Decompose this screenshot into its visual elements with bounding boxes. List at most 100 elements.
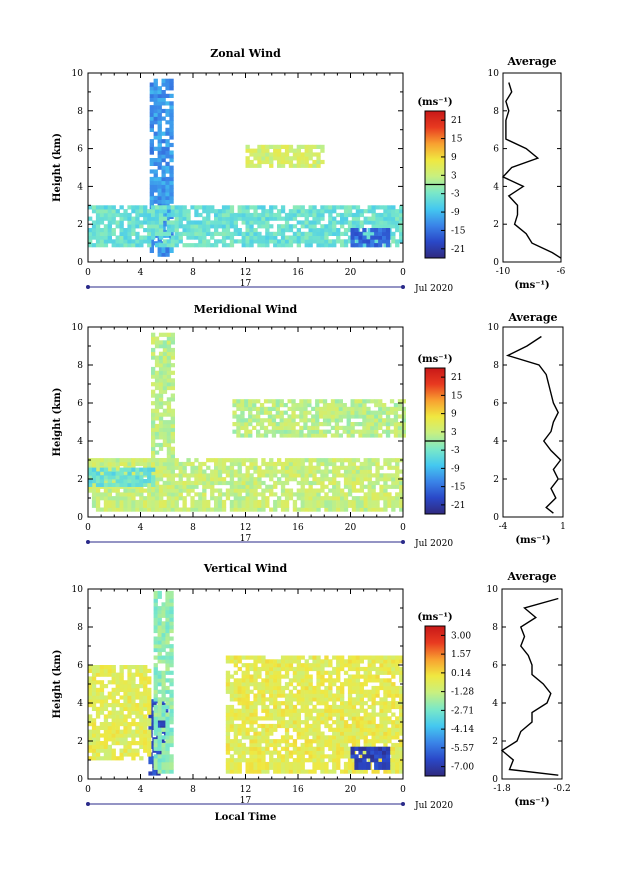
- heatmap-cell: [320, 231, 325, 236]
- heatmap-cell: [158, 344, 164, 349]
- heatmap-cell: [312, 159, 317, 165]
- heatmap-cell: [336, 239, 341, 244]
- heatmap-cell: [367, 499, 372, 505]
- heatmap-cell: [157, 727, 162, 732]
- heatmap-cell: [284, 670, 290, 675]
- heatmap-cell: [153, 628, 158, 634]
- heatmap-cell: [350, 750, 355, 755]
- heatmap-cell: [395, 731, 400, 736]
- heatmap-cell: [277, 689, 282, 694]
- heatmap-cell: [148, 760, 153, 765]
- heatmap-cell: [166, 336, 172, 341]
- heatmap-cell: [165, 606, 170, 611]
- heatmap-cell: [151, 347, 156, 353]
- heatmap-cell: [359, 731, 364, 736]
- heatmap-cell: [391, 723, 396, 729]
- heatmap-cell: [336, 697, 341, 702]
- heatmap-cell: [359, 689, 364, 694]
- heatmap-cell: [154, 461, 160, 467]
- heatmap-cell: [115, 479, 120, 484]
- heatmap-cell: [347, 761, 353, 767]
- heatmap-cell: [147, 676, 152, 681]
- average-x-tick-label: -4: [499, 522, 508, 532]
- heatmap-cell: [273, 492, 278, 497]
- heatmap-cell: [252, 406, 257, 411]
- heatmap-cell: [284, 480, 290, 486]
- heatmap-cell: [229, 205, 235, 210]
- heatmap-cell: [225, 720, 231, 725]
- heatmap-cell: [312, 765, 317, 770]
- heatmap-cell: [135, 722, 140, 727]
- heatmap-cell: [158, 420, 164, 425]
- heatmap-cell: [292, 659, 298, 664]
- heatmap-cell: [161, 82, 166, 87]
- heatmap-cell: [383, 670, 388, 675]
- heatmap-cell: [131, 741, 136, 746]
- heatmap-cell: [174, 480, 179, 486]
- heatmap-cell: [157, 708, 162, 713]
- heatmap-cell: [332, 503, 337, 508]
- heatmap-cell: [123, 228, 128, 233]
- heatmap-cell: [280, 235, 286, 240]
- heatmap-cell: [178, 239, 183, 244]
- heatmap-cell: [383, 685, 388, 691]
- heatmap-cell: [233, 693, 238, 698]
- heatmap-cell: [186, 461, 191, 467]
- heatmap-cell: [300, 492, 305, 497]
- heatmap-cell: [328, 735, 333, 740]
- heatmap-cell: [292, 477, 298, 482]
- heatmap-cell: [202, 496, 207, 501]
- heatmap-cell: [375, 503, 380, 508]
- heatmap-cell: [382, 754, 387, 759]
- heatmap-cell: [391, 742, 396, 748]
- heatmap-cell: [324, 231, 329, 236]
- heatmap-cell: [304, 239, 309, 244]
- heatmap-cell: [103, 482, 109, 487]
- heatmap-cell: [139, 482, 144, 487]
- heatmap-cell: [374, 754, 379, 759]
- heatmap-cell: [312, 723, 317, 729]
- heatmap-cell: [206, 243, 211, 248]
- heatmap-cell: [308, 663, 313, 668]
- heatmap-cell: [383, 693, 388, 698]
- heatmap-cell: [366, 754, 371, 759]
- heatmap-cell: [165, 720, 170, 725]
- heatmap-cell: [165, 176, 170, 182]
- heatmap-cell: [147, 461, 152, 467]
- heatmap-cell: [162, 412, 168, 417]
- heatmap-cell: [249, 663, 254, 668]
- heatmap-cell: [375, 458, 380, 463]
- heatmap-cell: [296, 769, 301, 774]
- heatmap-cell: [151, 423, 156, 429]
- heatmap-cell: [131, 748, 136, 753]
- heatmap-cell: [284, 212, 290, 218]
- heatmap-cell: [320, 458, 325, 463]
- heatmap-cell: [322, 406, 328, 411]
- heatmap-cell: [296, 209, 301, 214]
- heatmap-cell: [253, 731, 258, 736]
- heatmap-cell: [320, 159, 325, 165]
- heatmap-cell: [362, 761, 367, 767]
- heatmap-cell: [103, 488, 109, 493]
- heatmap-cell: [217, 477, 223, 482]
- heatmap-cell: [277, 239, 282, 244]
- heatmap-cell: [165, 735, 170, 740]
- heatmap-cell: [95, 756, 101, 761]
- heatmap-cell: [153, 188, 158, 193]
- heatmap-cell: [249, 507, 254, 512]
- heatmap-cell: [277, 152, 282, 157]
- heatmap-cell: [383, 212, 388, 218]
- heatmap-cell: [284, 507, 290, 512]
- heatmap-cell: [111, 672, 116, 677]
- heatmap-cell: [304, 503, 309, 508]
- heatmap-cell: [399, 723, 404, 729]
- heatmap-cell: [91, 729, 97, 734]
- heatmap-cell: [267, 410, 273, 415]
- heatmap-cell: [147, 235, 152, 240]
- heatmap-cell: [395, 723, 400, 729]
- x-tick-label: 0: [400, 523, 406, 533]
- heatmap-cell: [343, 205, 349, 210]
- heatmap-cell: [340, 701, 345, 706]
- heatmap-cell: [221, 465, 227, 470]
- heatmap-cell: [300, 465, 305, 470]
